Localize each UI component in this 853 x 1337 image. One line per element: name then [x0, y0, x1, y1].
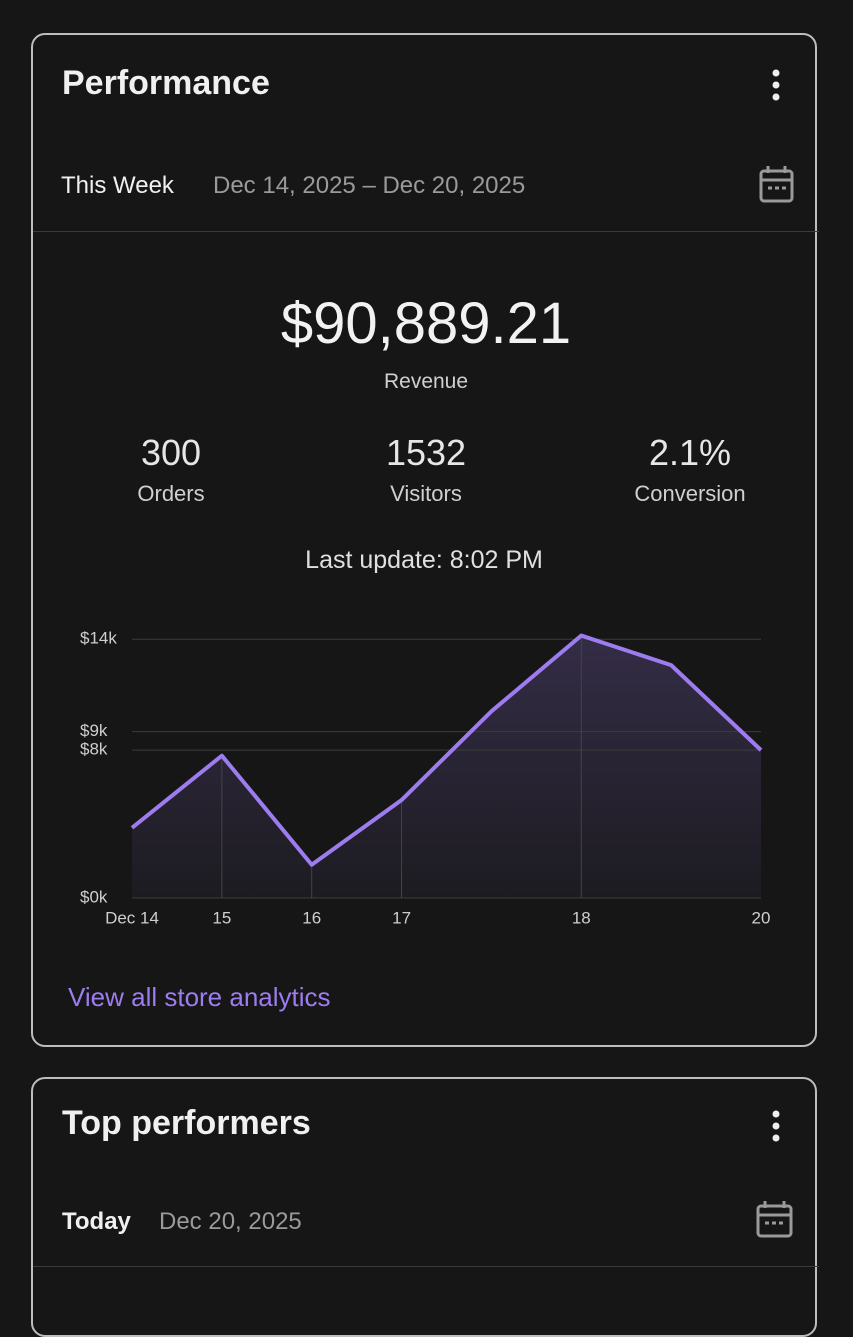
- page: Performance This Week Dec 14, 2025 – Dec…: [31, 33, 819, 1337]
- date-range: Dec 14, 2025 – Dec 20, 2025: [213, 172, 526, 199]
- performance-card: [31, 33, 817, 1047]
- stat-value: 1532: [385, 432, 467, 473]
- x-tick-label: 17: [392, 908, 411, 927]
- area: [132, 635, 761, 898]
- stat-value: 2.1%: [648, 432, 732, 473]
- date: Dec 20, 2025: [159, 1208, 302, 1235]
- period: Today: [62, 1208, 131, 1235]
- calendar-button[interactable]: [756, 1201, 793, 1238]
- x-tick-label: 18: [572, 908, 591, 927]
- analytics-link[interactable]: View all store analytics: [68, 982, 331, 1012]
- chart: $14k $8k$9k $0k Dec 14 15 16 17 18 20: [80, 629, 771, 928]
- x-tick-label: Dec 14: [105, 908, 159, 927]
- y-tick-label: $9k: [80, 721, 108, 740]
- stat-label: Conversion: [634, 481, 746, 506]
- stat-label: Visitors: [390, 481, 462, 506]
- calendar-button[interactable]: [759, 166, 794, 203]
- line: [130, 633, 763, 867]
- divider: [33, 1266, 819, 1267]
- stat-value: 300: [140, 432, 202, 473]
- divider: [33, 231, 819, 232]
- y-tick-label: $14k: [80, 629, 117, 648]
- menu-button[interactable]: [772, 1110, 780, 1142]
- x-tick-label: 15: [212, 908, 231, 927]
- period: This Week: [61, 172, 174, 199]
- card-title: Top performers: [62, 1104, 311, 1142]
- x-tick-label: 16: [302, 908, 321, 927]
- revenue-label: Revenue: [383, 370, 469, 393]
- y-tick-label: $8k: [80, 740, 108, 759]
- card-title: Performance: [62, 64, 270, 102]
- y-tick-label: $0k: [80, 887, 108, 906]
- stat-label: Orders: [137, 481, 205, 506]
- last-update: Last update: 8:02 PM: [305, 546, 543, 574]
- icons: [756, 69, 794, 1238]
- x-tick-label: 20: [752, 908, 771, 927]
- revenue: $90,889.21: [280, 291, 572, 356]
- menu-button[interactable]: [772, 69, 780, 101]
